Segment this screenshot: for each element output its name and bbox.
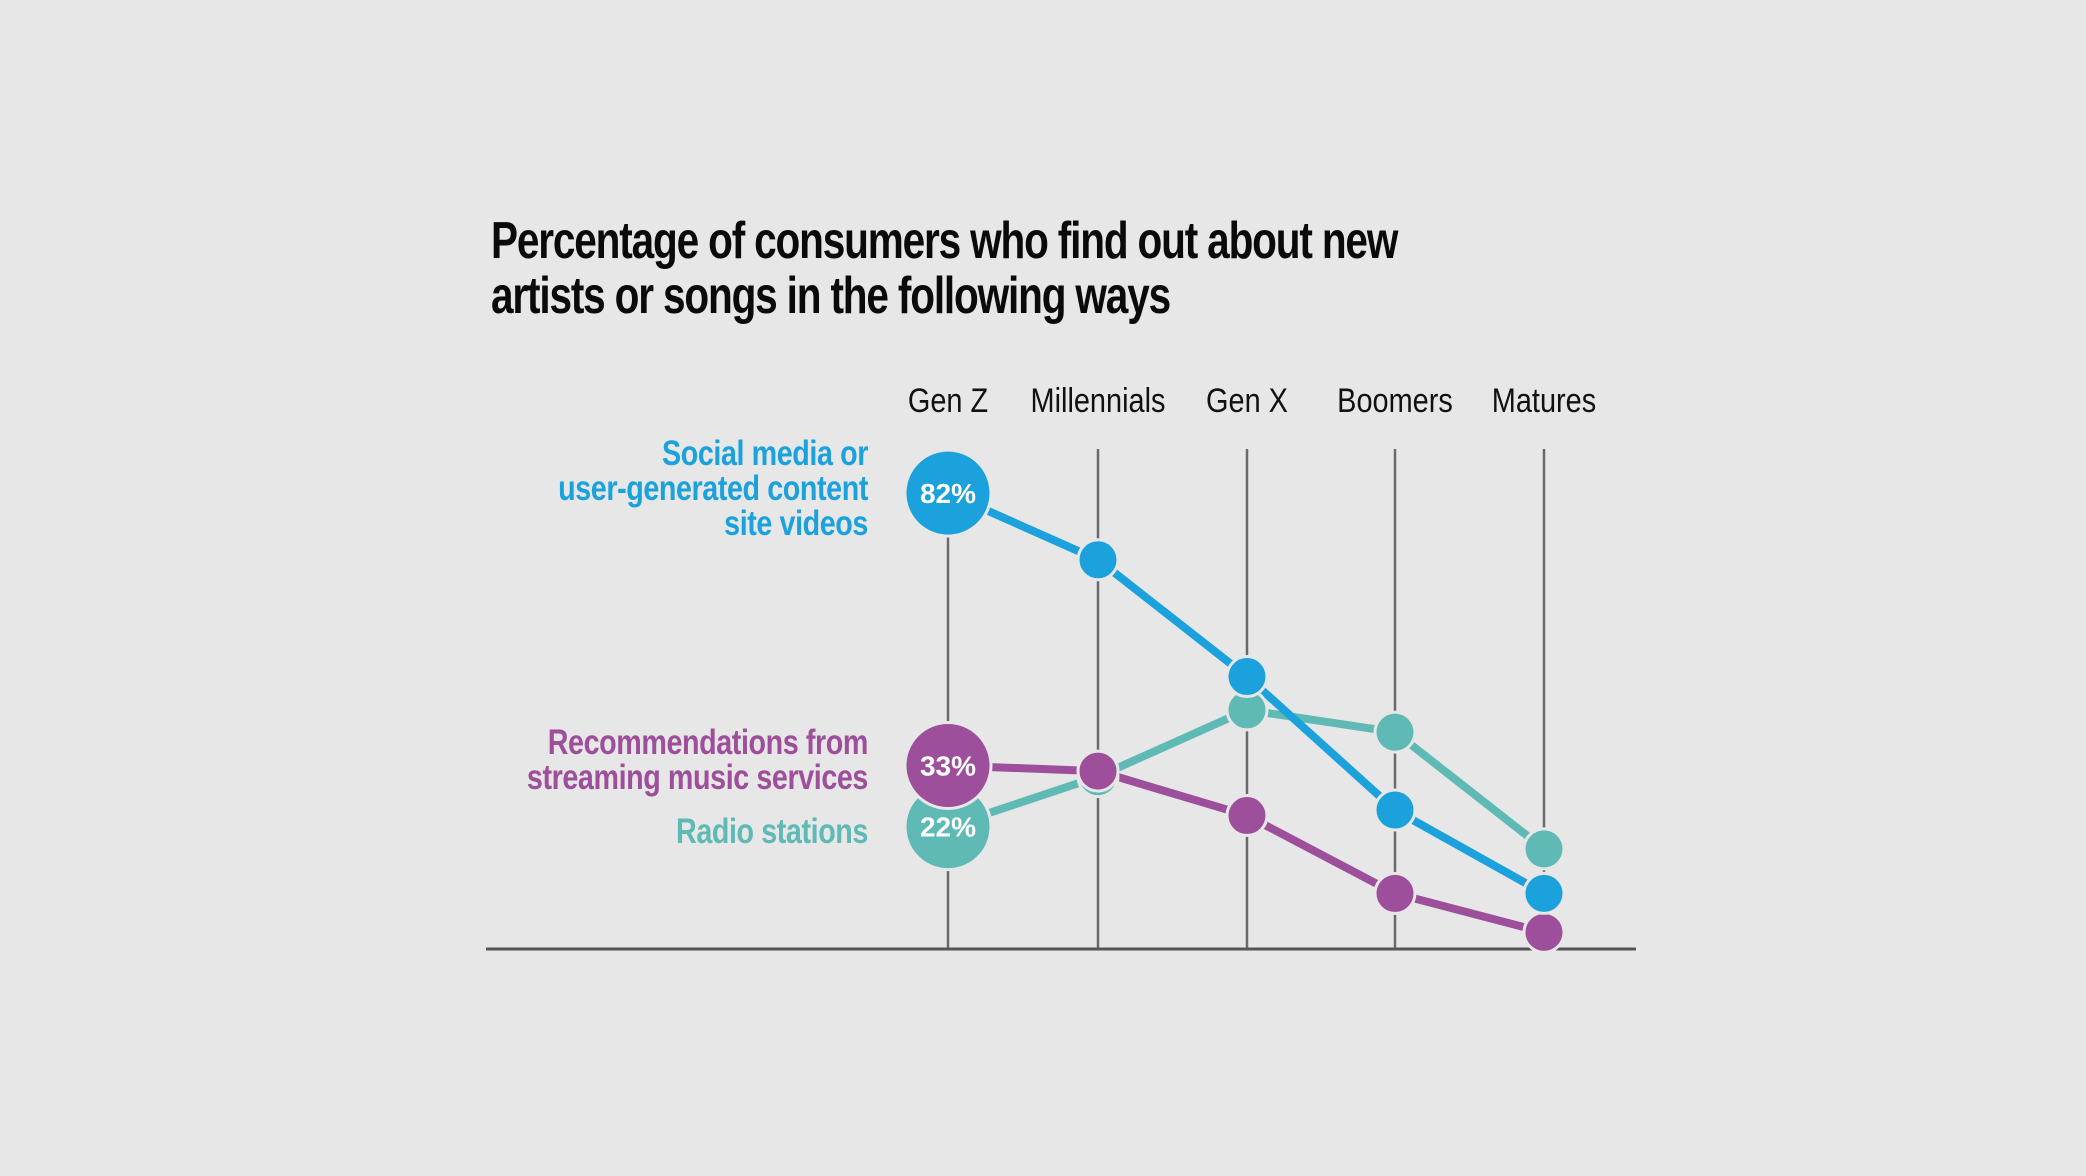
series-label-line: site videos <box>724 503 868 542</box>
series-lines <box>946 489 1547 937</box>
chart-title-line-2: artists or songs in the following ways <box>491 267 1171 325</box>
data-point-radio-stations-matures[interactable] <box>1522 827 1566 871</box>
series-segment-social-media-or <box>1393 806 1546 897</box>
series-label-radio-stations: Radio stations <box>676 811 868 850</box>
series-segment-recommendations-from-streaming <box>1245 812 1397 897</box>
series-segment-recommendations-from-streaming <box>1393 889 1546 937</box>
category-label-boomers: Boomers <box>1337 381 1453 420</box>
data-point-social-media-or-gen-z[interactable] <box>903 448 993 538</box>
data-label-recommendations-from-streaming-gen-z: 33% <box>920 751 976 782</box>
data-point-recommendations-from-streaming-matures[interactable] <box>1522 910 1566 954</box>
category-labels: Gen Z Millennials Gen X Boomers Matures <box>908 381 1596 420</box>
chart-title-line-1: Percentage of consumers who find out abo… <box>491 212 1398 270</box>
data-point-recommendations-from-streaming-gen-z[interactable] <box>903 721 993 811</box>
series-segment-radio-stations <box>1246 705 1396 737</box>
data-point-social-media-or-boomers[interactable] <box>1373 788 1417 832</box>
category-label-gen-z: Gen Z <box>908 381 988 420</box>
series-label-line: Radio stations <box>676 811 868 850</box>
data-point-recommendations-from-streaming-millennials[interactable] <box>1076 749 1120 793</box>
series-segment-social-media-or <box>1095 556 1250 680</box>
data-point-social-media-or-millennials[interactable] <box>1076 538 1120 582</box>
chart-title: Percentage of consumers who find out abo… <box>491 214 1583 324</box>
series-label-line: user-generated content <box>558 468 869 507</box>
series-segment-social-media-or <box>1244 673 1398 813</box>
series-label-line: Social media or <box>662 433 868 472</box>
category-label-millennials: Millennials <box>1031 381 1166 420</box>
category-label-matures: Matures <box>1492 381 1596 420</box>
series-segment-recommendations-from-streaming <box>1096 767 1249 820</box>
data-point-radio-stations-boomers[interactable] <box>1373 710 1417 754</box>
category-label-gen-x: Gen X <box>1206 381 1288 420</box>
data-label-social-media-or-gen-z: 82% <box>920 478 976 509</box>
series-segment-radio-stations <box>1096 706 1249 781</box>
series-points: 22% 33% 82% <box>903 448 1566 954</box>
data-label-radio-stations-gen-z: 22% <box>920 812 976 843</box>
data-point-social-media-or-matures[interactable] <box>1522 871 1566 915</box>
data-point-social-media-or-gen-x[interactable] <box>1225 655 1269 699</box>
data-point-recommendations-from-streaming-boomers[interactable] <box>1373 871 1417 915</box>
series-label-line: Recommendations from <box>548 722 868 761</box>
data-point-recommendations-from-streaming-gen-x[interactable] <box>1225 794 1269 838</box>
series-segment-radio-stations <box>1392 729 1547 853</box>
series-label-line: streaming music services <box>527 757 868 796</box>
